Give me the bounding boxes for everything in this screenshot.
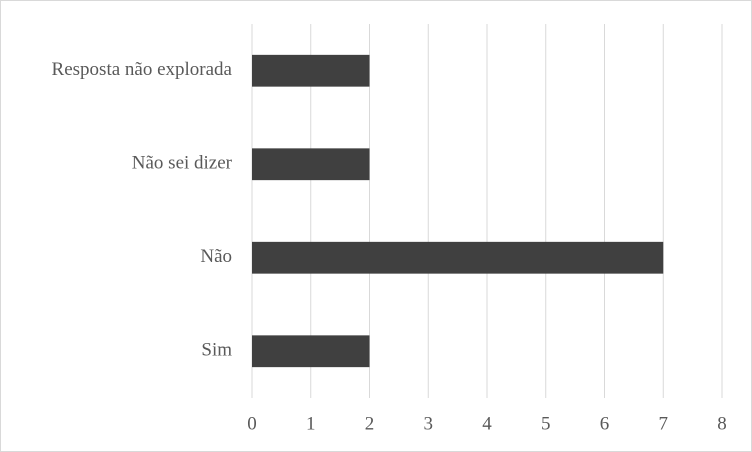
bar [252, 241, 664, 274]
x-tick-label: 7 [659, 413, 669, 434]
bar [252, 148, 370, 181]
x-tick-label: 8 [717, 413, 727, 434]
y-tick-label: Não [200, 246, 232, 267]
x-tick-label: 1 [306, 413, 316, 434]
y-tick-label: Resposta não explorada [52, 59, 233, 80]
x-tick-label: 3 [424, 413, 434, 434]
x-tick-label: 6 [600, 413, 610, 434]
x-tick-label: 2 [365, 413, 375, 434]
x-tick-label: 4 [482, 413, 492, 434]
y-tick-label: Sim [201, 340, 232, 361]
bar [252, 54, 370, 87]
x-tick-label: 0 [247, 413, 257, 434]
x-tick-label: 5 [541, 413, 551, 434]
y-tick-label: Não sei dizer [132, 153, 233, 174]
bar [252, 335, 370, 368]
